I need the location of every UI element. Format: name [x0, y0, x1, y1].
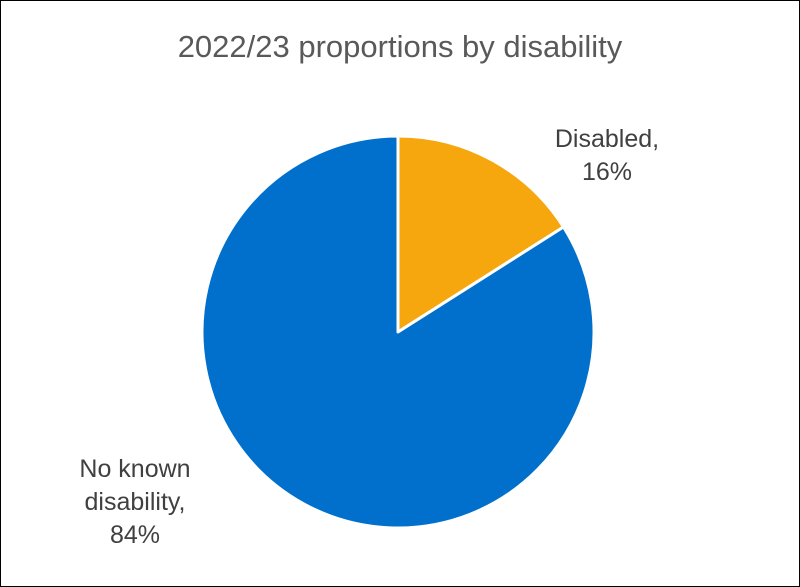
chart-title: 2022/23 proportions by disability	[177, 29, 623, 64]
pie-data-labels: Disabled, 16% No known disability, 84%	[79, 125, 659, 549]
pie-slice-no-known-disability	[200, 134, 596, 530]
data-label-line: No known	[79, 455, 190, 483]
data-label-line: 84%	[110, 521, 160, 549]
pie-slice-disabled	[396, 134, 565, 334]
data-label-line: Disabled,	[555, 125, 659, 153]
data-label-line: disability,	[85, 488, 186, 516]
data-label-no-known-disability: No known disability, 84%	[79, 455, 190, 549]
data-label-line: 16%	[582, 158, 632, 186]
pie-slices	[200, 134, 596, 530]
data-label-disabled: Disabled, 16%	[555, 125, 659, 186]
